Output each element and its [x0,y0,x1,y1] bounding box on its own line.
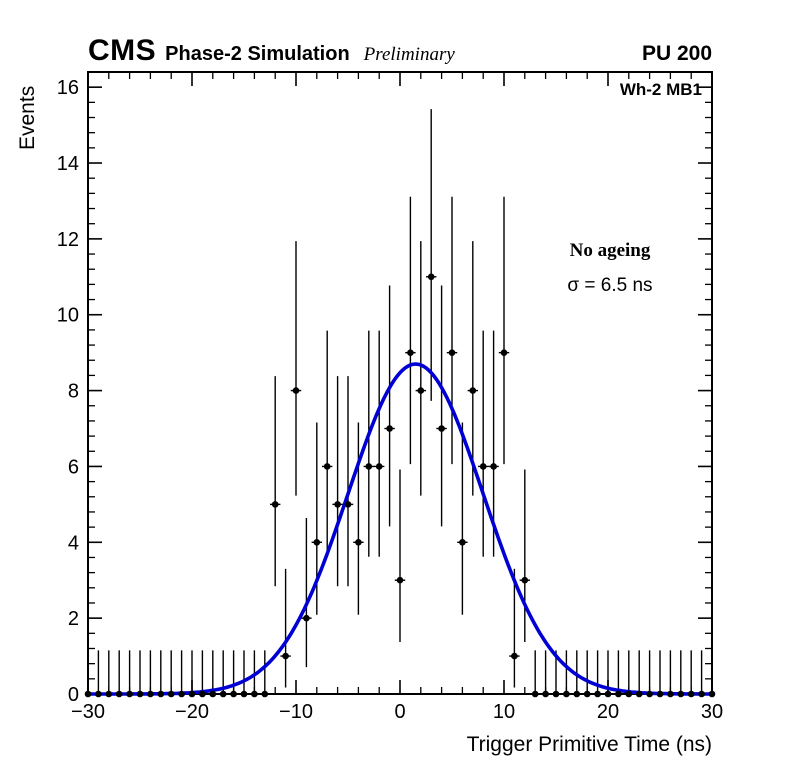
y-tick-label: 12 [57,229,79,251]
data-point-marker [656,690,664,698]
data-point-marker [677,690,685,698]
data-point-marker [219,690,227,698]
data-point-marker [209,690,217,698]
x-tick-label: 0 [394,701,405,723]
data-point-marker [271,501,279,508]
data-point-marker [490,463,497,470]
simulation-label: Phase-2 Simulation [165,43,350,65]
x-tick-label: 10 [493,701,515,723]
data-point-marker [698,690,705,698]
data-point-marker [521,576,529,584]
y-tick-label: 10 [57,305,79,327]
x-tick-label: −10 [279,701,313,723]
data-point-marker [396,576,404,584]
data-point-marker [95,690,102,698]
data-point-marker [365,463,373,470]
data-point-marker [334,501,341,508]
data-point-marker [479,463,487,470]
data-point-marker [188,690,196,698]
data-point-marker [438,425,445,432]
data-point-marker [355,538,362,546]
data-point-marker [469,387,477,394]
preliminary-label: Preliminary [363,44,455,65]
data-point-marker [115,690,123,698]
data-point-marker [105,690,113,698]
data-point-marker [667,690,674,698]
data-point-marker [615,690,622,698]
data-point-marker [178,690,185,698]
data-point-marker [563,690,570,698]
x-tick-label: −30 [71,701,105,723]
data-point-marker [282,652,289,660]
data-point-marker [303,614,310,622]
data-point-marker [459,538,466,546]
data-point-marker [594,690,601,698]
data-point-marker [230,690,237,698]
y-tick-label: 6 [68,456,79,478]
data-point-marker [417,387,425,394]
data-point-marker [511,652,518,660]
x-tick-label: 20 [597,701,619,723]
data-point-marker [323,463,331,470]
y-axis-title: Events [16,85,39,150]
data-point-marker [375,463,383,470]
data-point-marker [646,690,653,698]
data-point-marker [604,690,612,698]
x-tick-label: −20 [175,701,209,723]
data-point-marker [500,349,508,356]
data-point-marker [448,349,456,356]
data-point-marker [427,273,435,281]
data-point-marker [573,690,581,698]
data-point-marker [708,690,716,698]
data-point-marker [157,690,165,698]
data-point-marker [126,690,133,698]
data-point-marker [625,690,633,698]
data-point-marker [531,690,539,698]
cms-label: CMS [88,34,157,67]
data-point-marker [635,690,643,698]
data-point-marker [386,425,393,432]
data-point-marker [313,538,321,546]
y-tick-label: 14 [57,153,79,175]
data-point-marker [167,690,175,698]
data-point-marker [147,690,154,698]
region-label: Wh-2 MB1 [619,80,702,99]
annotation-box: No ageing σ = 6.5 ns [545,240,675,297]
data-point-marker [687,690,695,698]
y-tick-label: 4 [68,532,79,554]
data-point-marker [84,690,92,698]
y-tick-label: 16 [57,77,79,99]
pileup-label: PU 200 [641,42,712,65]
ageing-label: No ageing [569,240,651,261]
y-tick-label: 0 [68,684,79,706]
x-tick-label: 30 [701,701,723,723]
data-point-marker [407,349,414,356]
data-point-marker [344,501,352,508]
x-axis-title: Trigger Primitive Time (ns) [466,733,712,756]
sigma-value-label: σ = 6.5 ns [567,275,653,296]
y-tick-label: 2 [68,608,79,630]
data-point-marker [292,387,300,394]
data-point-marker [251,690,258,698]
data-point-marker [136,690,144,698]
y-tick-label: 8 [68,381,79,403]
data-point-marker [240,690,248,698]
data-point-marker [261,690,269,698]
plot-header: CMS Phase-2 Simulation Preliminary PU 20… [88,34,712,68]
data-point-marker [542,690,549,698]
data-point-marker [583,690,591,698]
data-point-marker [552,690,560,698]
data-point-marker [199,690,206,698]
